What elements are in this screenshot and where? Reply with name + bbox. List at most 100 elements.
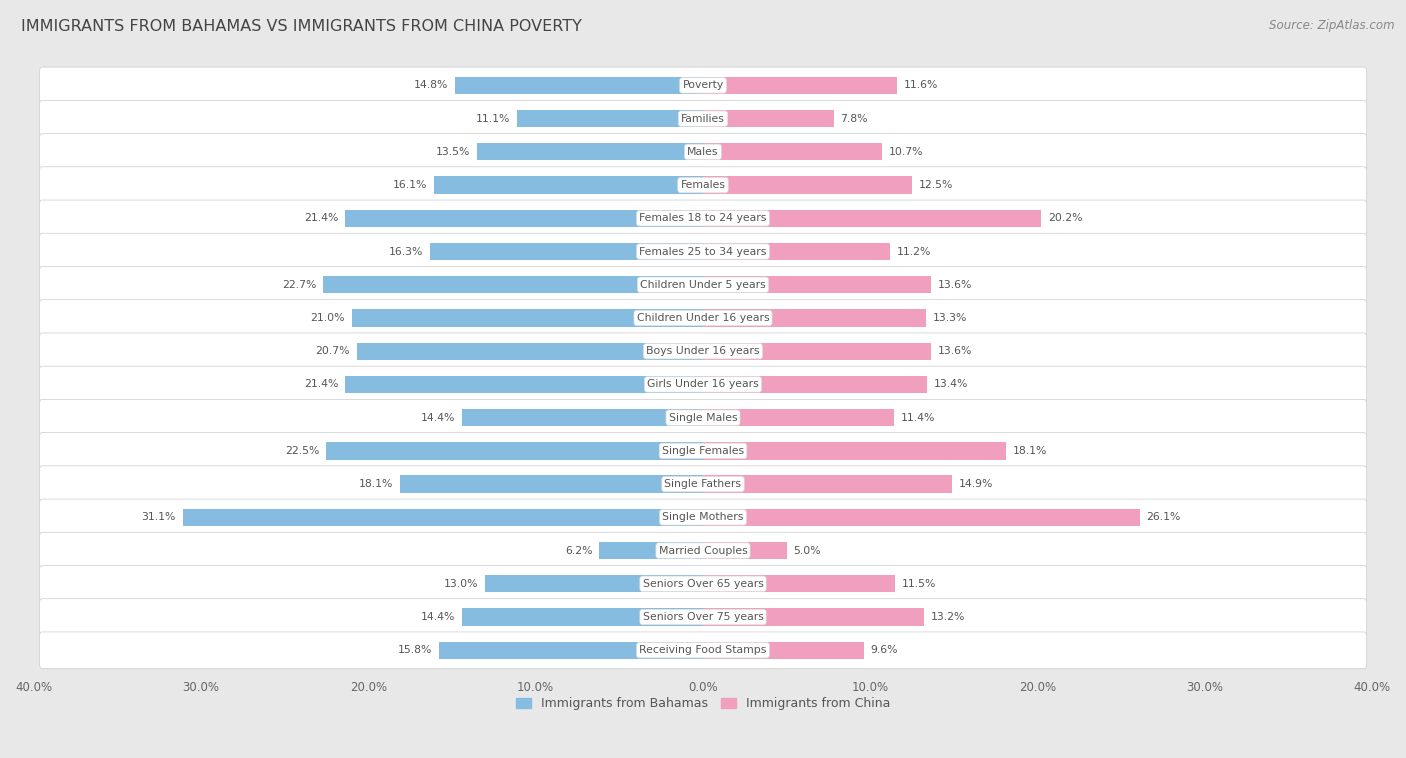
Text: 15.8%: 15.8% xyxy=(398,645,432,655)
Text: 20.7%: 20.7% xyxy=(315,346,350,356)
Bar xyxy=(463,609,703,625)
Text: 13.5%: 13.5% xyxy=(436,147,471,157)
Bar xyxy=(703,609,924,625)
Bar xyxy=(703,110,834,127)
FancyBboxPatch shape xyxy=(39,200,1367,236)
Bar xyxy=(344,210,703,227)
Text: 13.6%: 13.6% xyxy=(938,346,972,356)
Text: 16.1%: 16.1% xyxy=(392,180,427,190)
Text: Married Couples: Married Couples xyxy=(658,546,748,556)
Text: Single Males: Single Males xyxy=(669,412,737,423)
Text: 21.0%: 21.0% xyxy=(311,313,344,323)
Text: 13.4%: 13.4% xyxy=(934,380,969,390)
Bar xyxy=(357,343,703,360)
FancyBboxPatch shape xyxy=(39,599,1367,635)
Text: 14.8%: 14.8% xyxy=(415,80,449,90)
Text: 7.8%: 7.8% xyxy=(841,114,868,124)
Text: Females: Females xyxy=(681,180,725,190)
FancyBboxPatch shape xyxy=(39,67,1367,104)
Text: 10.7%: 10.7% xyxy=(889,147,924,157)
Text: 14.9%: 14.9% xyxy=(959,479,994,489)
FancyBboxPatch shape xyxy=(39,133,1367,170)
Bar xyxy=(456,77,703,94)
FancyBboxPatch shape xyxy=(39,499,1367,536)
Text: 13.2%: 13.2% xyxy=(931,612,965,622)
Bar xyxy=(599,542,703,559)
Text: 9.6%: 9.6% xyxy=(870,645,898,655)
Text: 18.1%: 18.1% xyxy=(359,479,394,489)
Bar xyxy=(463,409,703,426)
Text: 11.6%: 11.6% xyxy=(904,80,938,90)
Bar xyxy=(703,343,931,360)
Text: 18.1%: 18.1% xyxy=(1012,446,1047,456)
Bar xyxy=(703,243,890,260)
Bar xyxy=(433,177,703,194)
Bar xyxy=(703,575,896,593)
Bar xyxy=(517,110,703,127)
Bar xyxy=(703,641,863,659)
Bar xyxy=(703,177,912,194)
FancyBboxPatch shape xyxy=(39,333,1367,369)
Bar xyxy=(703,143,882,161)
Text: 14.4%: 14.4% xyxy=(420,612,456,622)
Text: Single Fathers: Single Fathers xyxy=(665,479,741,489)
Text: Single Mothers: Single Mothers xyxy=(662,512,744,522)
Bar xyxy=(703,542,787,559)
Bar xyxy=(344,376,703,393)
Text: 11.2%: 11.2% xyxy=(897,246,932,256)
Bar xyxy=(703,276,931,293)
Text: 11.1%: 11.1% xyxy=(477,114,510,124)
Bar xyxy=(477,143,703,161)
Bar xyxy=(703,509,1140,526)
Text: 21.4%: 21.4% xyxy=(304,213,339,224)
Text: 21.4%: 21.4% xyxy=(304,380,339,390)
FancyBboxPatch shape xyxy=(39,299,1367,337)
Bar xyxy=(703,210,1040,227)
FancyBboxPatch shape xyxy=(39,233,1367,270)
Text: 26.1%: 26.1% xyxy=(1146,512,1181,522)
Bar xyxy=(430,243,703,260)
FancyBboxPatch shape xyxy=(39,366,1367,402)
Bar xyxy=(485,575,703,593)
Text: 13.6%: 13.6% xyxy=(938,280,972,290)
Text: 22.5%: 22.5% xyxy=(285,446,319,456)
FancyBboxPatch shape xyxy=(39,167,1367,203)
Text: 20.2%: 20.2% xyxy=(1047,213,1083,224)
Text: Children Under 16 years: Children Under 16 years xyxy=(637,313,769,323)
Bar xyxy=(439,641,703,659)
Text: Seniors Over 65 years: Seniors Over 65 years xyxy=(643,579,763,589)
Bar xyxy=(703,376,928,393)
Bar xyxy=(703,475,952,493)
Text: 13.0%: 13.0% xyxy=(444,579,478,589)
Text: 14.4%: 14.4% xyxy=(420,412,456,423)
Bar xyxy=(703,77,897,94)
FancyBboxPatch shape xyxy=(39,100,1367,137)
Bar xyxy=(703,442,1005,459)
Text: Females 25 to 34 years: Females 25 to 34 years xyxy=(640,246,766,256)
Bar xyxy=(183,509,703,526)
Text: 13.3%: 13.3% xyxy=(932,313,967,323)
Bar xyxy=(401,475,703,493)
Legend: Immigrants from Bahamas, Immigrants from China: Immigrants from Bahamas, Immigrants from… xyxy=(510,692,896,715)
Text: 11.4%: 11.4% xyxy=(900,412,935,423)
Bar xyxy=(703,409,894,426)
Text: 22.7%: 22.7% xyxy=(283,280,316,290)
FancyBboxPatch shape xyxy=(39,466,1367,503)
Bar xyxy=(703,309,925,327)
Text: Families: Families xyxy=(681,114,725,124)
Bar xyxy=(352,309,703,327)
Text: Single Females: Single Females xyxy=(662,446,744,456)
FancyBboxPatch shape xyxy=(39,433,1367,469)
Text: IMMIGRANTS FROM BAHAMAS VS IMMIGRANTS FROM CHINA POVERTY: IMMIGRANTS FROM BAHAMAS VS IMMIGRANTS FR… xyxy=(21,19,582,34)
FancyBboxPatch shape xyxy=(39,532,1367,568)
Text: Children Under 5 years: Children Under 5 years xyxy=(640,280,766,290)
FancyBboxPatch shape xyxy=(39,565,1367,602)
Text: Males: Males xyxy=(688,147,718,157)
FancyBboxPatch shape xyxy=(39,399,1367,436)
Text: 5.0%: 5.0% xyxy=(793,546,821,556)
Text: Females 18 to 24 years: Females 18 to 24 years xyxy=(640,213,766,224)
Text: Receiving Food Stamps: Receiving Food Stamps xyxy=(640,645,766,655)
Bar xyxy=(323,276,703,293)
Text: Girls Under 16 years: Girls Under 16 years xyxy=(647,380,759,390)
Text: 16.3%: 16.3% xyxy=(389,246,423,256)
